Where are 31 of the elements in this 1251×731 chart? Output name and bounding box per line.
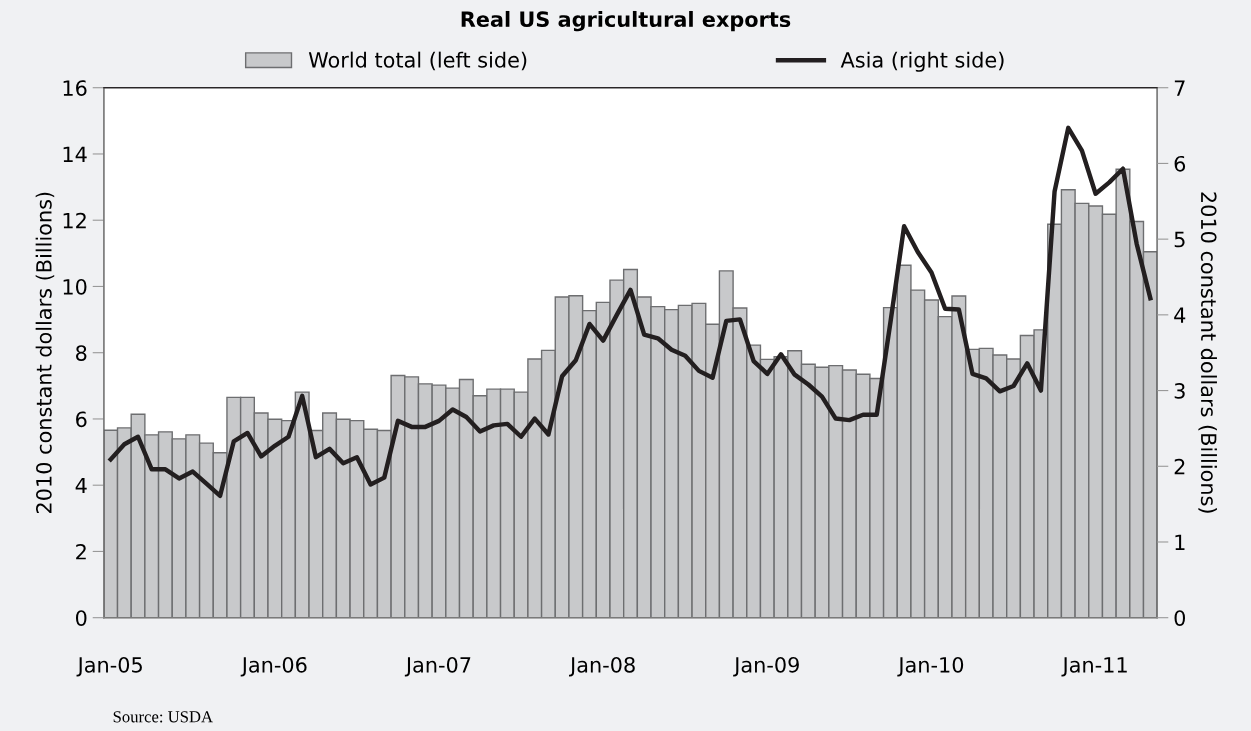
y-tick-label: 8 [76,345,87,361]
y-tick-label: 6 [76,411,87,428]
x-tick-label: Jan-08 [569,656,635,677]
chart-title: Real US agricultural exports [461,10,791,32]
x-tick-label: Jan-11 [1061,657,1127,677]
y2-tick-label: 3 [1174,383,1185,399]
x-tick-label: Jan-05 [76,656,142,677]
y2-tick-label: 0 [1174,610,1186,626]
source-note: Source: USDA [113,711,213,723]
y2-tick-label: 7 [1174,80,1185,96]
y-tick-label: 16 [63,80,87,96]
line-series [108,125,1153,499]
legend-label: Asia (right side) [840,51,1004,72]
y-tick-label: 12 [63,212,86,229]
y-tick-label: 4 [75,477,87,494]
y2-tick-label: 2 [1174,458,1185,475]
y2-tick-label: 5 [1174,231,1185,248]
y2-axis-title: 2010 constant dollars (Billions) [1198,192,1217,513]
y-axis-title: 2010 constant dollars (Billions) [35,192,55,514]
y-tick-label: 10 [63,278,87,295]
y-tick-label: 14 [63,146,87,162]
x-tick-label: Jan-07 [404,656,471,677]
x-tick-label: Jan-10 [897,656,964,677]
y2-tick-label: 6 [1174,155,1186,172]
y2-tick-label: 1 [1175,534,1185,550]
x-tick-label: Jan-09 [733,656,799,677]
y-tick-label: 0 [75,610,87,626]
y2-tick-label: 4 [1174,307,1186,323]
y-tick-label: 2 [76,543,86,560]
x-tick-label: Jan-06 [240,656,307,677]
legend-label: World total (left side) [308,51,527,71]
